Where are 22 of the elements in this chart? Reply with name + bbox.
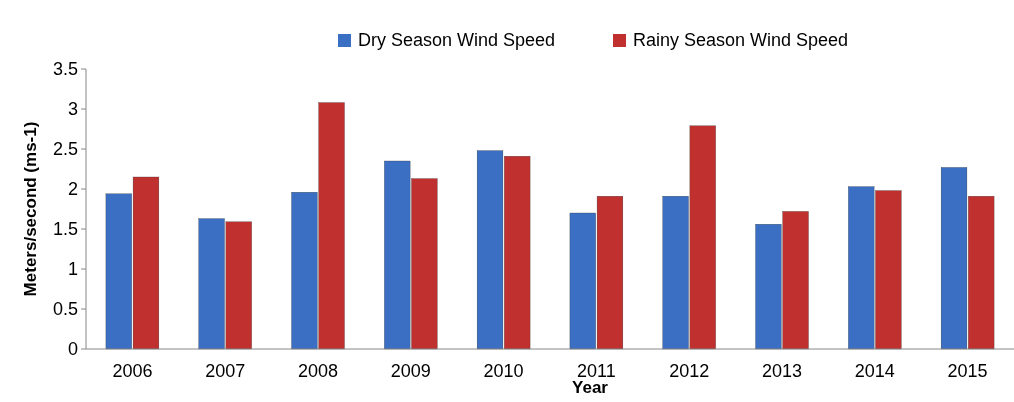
y-tick-label: 2 xyxy=(67,179,78,200)
y-tick-label: 2.5 xyxy=(52,139,78,160)
x-tick-label: 2008 xyxy=(297,361,339,381)
x-tick-label: 2009 xyxy=(390,361,431,381)
x-tick-label: 2012 xyxy=(669,361,710,381)
x-tick-label: 2015 xyxy=(947,361,988,381)
x-tick-label: 2006 xyxy=(112,361,153,381)
x-tick-label: 2011 xyxy=(577,361,616,381)
x-tick-label: 2014 xyxy=(854,361,895,381)
y-axis-title: Meters/second (ms-1) xyxy=(21,121,40,297)
y-tick-label: 3.5 xyxy=(52,59,78,80)
y-tick-label: 1.5 xyxy=(52,219,78,240)
legend-label: Rainy Season Wind Speed xyxy=(633,30,849,50)
x-tick-label: 2010 xyxy=(483,361,524,381)
y-tick-label: 3 xyxy=(67,99,78,120)
legend-label: Dry Season Wind Speed xyxy=(358,30,556,50)
x-tick-label: 2007 xyxy=(205,361,246,381)
x-tick-label: 2013 xyxy=(761,361,803,381)
y-tick-label: 0 xyxy=(67,339,78,360)
x-axis-title: Year xyxy=(572,378,609,397)
y-tick-label: 1 xyxy=(67,259,78,280)
y-tick-label: 0.5 xyxy=(52,299,78,320)
